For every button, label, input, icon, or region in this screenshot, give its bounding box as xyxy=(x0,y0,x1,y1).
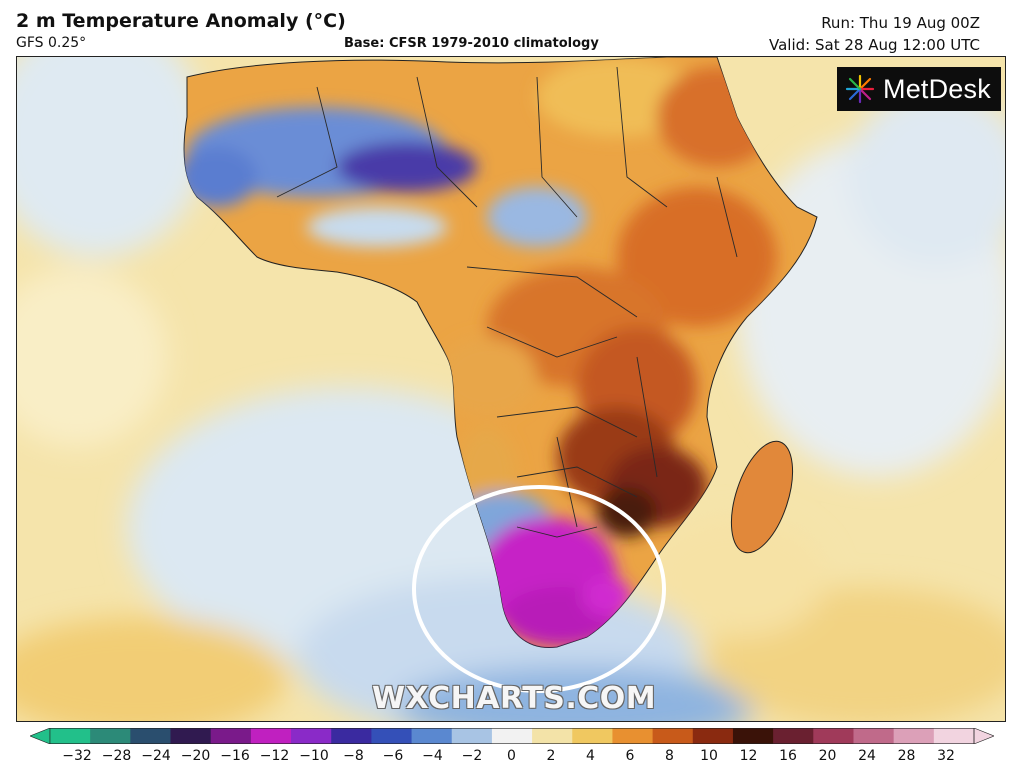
colorbar-outline xyxy=(49,728,975,744)
colorbar-segment xyxy=(572,728,613,744)
colorbar-segment xyxy=(331,728,372,744)
valid-time-label: Valid: Sat 28 Aug 12:00 UTC xyxy=(769,36,980,54)
land-anomaly-field xyxy=(184,57,777,647)
colorbar-segment xyxy=(210,728,252,744)
colorbar-tick-label: 6 xyxy=(625,748,635,764)
colorbar-segment xyxy=(732,728,774,744)
colorbar-tick-label: 12 xyxy=(739,748,758,764)
colorbar-segment xyxy=(170,728,212,744)
colorbar-segment xyxy=(371,728,413,744)
colorbar-segment xyxy=(130,728,172,744)
colorbar xyxy=(30,728,994,744)
temperature-anomaly-map[interactable] xyxy=(17,57,1005,721)
colorbar-tick-label: 28 xyxy=(897,748,916,764)
metdesk-logo-text: MetDesk xyxy=(883,73,991,104)
colorbar-segment xyxy=(250,728,292,744)
colorbar-tick-label: 16 xyxy=(779,748,797,764)
colorbar-tick-label: 24 xyxy=(858,748,876,764)
colorbar-tick-label: −16 xyxy=(220,748,250,764)
colorbar-segment xyxy=(451,728,493,744)
colorbar-tick-label: −10 xyxy=(299,748,329,764)
colorbar-segment xyxy=(532,728,573,744)
model-label: GFS 0.25° xyxy=(16,35,87,51)
colorbar-segment xyxy=(692,728,734,744)
map-title: 2 m Temperature Anomaly (°C) xyxy=(16,10,346,32)
colorbar-tick-label: −4 xyxy=(422,748,443,764)
colorbar-tick-label: 2 xyxy=(546,748,556,764)
colorbar-segment xyxy=(933,728,975,744)
colorbar-segment xyxy=(90,728,131,744)
wxcharts-watermark: WXCHARTS.COM xyxy=(372,681,657,716)
colorbar-tick-label: 0 xyxy=(507,748,516,764)
colorbar-segment xyxy=(612,728,654,744)
colorbar-tick-label: 10 xyxy=(700,748,718,764)
colorbar-segment xyxy=(853,728,895,744)
colorbar-segment xyxy=(773,728,814,744)
colorbar-tick-label: −6 xyxy=(382,748,404,764)
colorbar-tick-label: −20 xyxy=(180,748,211,764)
colorbar-tick-label: −24 xyxy=(141,748,171,764)
colorbar-tick-label: 8 xyxy=(665,748,674,764)
metdesk-logo: MetDesk xyxy=(837,67,1001,111)
madagascar-island[interactable] xyxy=(719,434,804,560)
colorbar-tick-label: −12 xyxy=(259,748,290,764)
colorbar-tick-label: −28 xyxy=(101,748,132,764)
colorbar-segment xyxy=(291,728,332,744)
colorbar-arrow-low xyxy=(30,728,51,744)
metdesk-burst-icon xyxy=(845,74,875,104)
colorbar-tick-label: 32 xyxy=(937,748,955,764)
colorbar-segment xyxy=(652,728,694,744)
colorbar-tick-label: −32 xyxy=(62,748,92,764)
base-climatology-label: Base: CFSR 1979-2010 climatology xyxy=(344,36,599,51)
colorbar-tick-label: 4 xyxy=(586,748,595,764)
colorbar-tick-label: −2 xyxy=(461,748,483,764)
colorbar-tick-label: 20 xyxy=(818,748,837,764)
colorbar-segment xyxy=(491,728,533,744)
colorbar-arrow-high xyxy=(973,728,994,744)
highlight-ellipse xyxy=(412,485,666,693)
colorbar-tick-label: −8 xyxy=(343,748,364,764)
run-time-label: Run: Thu 19 Aug 00Z xyxy=(821,14,980,32)
country-borders xyxy=(276,66,738,538)
colorbar-segment xyxy=(893,728,935,744)
colorbar-labels: −32 −28 −24 −20 −16 −12 −10 −8 −6 −4 −2 0 2 4 6 8 10 12 16… xyxy=(0,748,1024,770)
colorbar-segment xyxy=(50,728,91,744)
map-panel[interactable]: MetDesk WXCHARTS.COM xyxy=(16,56,1006,722)
colorbar-segment xyxy=(411,728,453,744)
colorbar-segment xyxy=(813,728,854,744)
